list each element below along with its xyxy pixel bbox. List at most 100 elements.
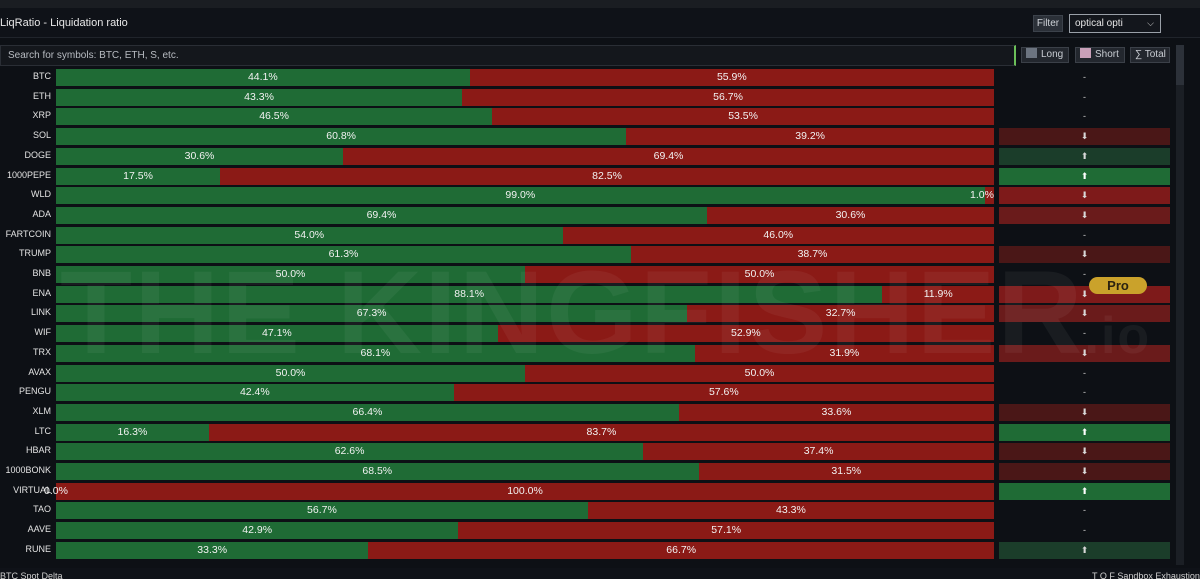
table-row[interactable]: AVAX 50.0% 50.0% -	[0, 364, 1176, 383]
short-segment	[706, 206, 994, 224]
symbol-label: VIRTUAL	[13, 484, 51, 495]
area-chart-icon	[1080, 48, 1091, 58]
short-segment	[882, 285, 994, 303]
table-row[interactable]: PENGU 42.4% 57.6% -	[0, 383, 1176, 402]
ratio-bar: 33.3% 66.7%	[56, 541, 994, 559]
top-strip	[0, 0, 1200, 8]
short-percent-label: 53.5%	[728, 110, 758, 123]
short-percent-label: 1.0%	[970, 189, 994, 202]
long-percent-label: 56.7%	[307, 504, 337, 517]
table-row[interactable]: HBAR 62.6% 37.4% ⬇	[0, 442, 1176, 461]
symbol-label: RUNE	[25, 543, 51, 554]
symbol-label: AVAX	[28, 366, 51, 377]
filter-button[interactable]: Filter	[1033, 15, 1063, 32]
short-segment	[694, 344, 994, 362]
table-row[interactable]: DOGE 30.6% 69.4% ⬆	[0, 147, 1176, 166]
table-row[interactable]: FARTCOIN 54.0% 46.0% -	[0, 226, 1176, 245]
short-percent-label: 66.7%	[666, 543, 697, 556]
arrow-up-icon: ⬆	[999, 423, 1170, 441]
line-chart-icon	[1026, 48, 1037, 58]
short-segment	[368, 541, 994, 559]
short-toggle-label: Short	[1095, 49, 1119, 60]
table-row[interactable]: TRX 68.1% 31.9% ⬇	[0, 344, 1176, 363]
table-row[interactable]: ETH 43.3% 56.7% -	[0, 88, 1176, 107]
long-percent-label: 67.3%	[356, 307, 387, 320]
trend-indicator: -	[1083, 72, 1086, 82]
symbol-label: BNB	[32, 268, 51, 278]
table-row[interactable]: 1000PEPE 17.5% 82.5% ⬆	[0, 167, 1176, 186]
short-percent-label: 43.3%	[776, 504, 806, 517]
table-row[interactable]: ENA 88.1% 11.9% ⬇	[0, 285, 1176, 304]
long-percent-label: 0.0%	[44, 484, 68, 497]
table-row[interactable]: TAO 56.7% 43.3% -	[0, 501, 1176, 520]
long-percent-label: 62.6%	[334, 445, 365, 458]
pro-badge[interactable]: Pro	[1089, 277, 1147, 294]
symbol-label: XLM	[32, 405, 51, 416]
symbol-label: TRUMP	[19, 248, 51, 259]
symbol-label: 1000PEPE	[6, 169, 51, 180]
short-percent-label: 57.6%	[708, 386, 739, 399]
symbol-search-input[interactable]: Search for symbols: BTC, ETH, S, etc.	[0, 45, 1016, 66]
long-toggle[interactable]: Long	[1021, 47, 1069, 63]
long-percent-label: 50.0%	[275, 268, 306, 280]
table-row[interactable]: LTC 16.3% 83.7% ⬆	[0, 423, 1176, 442]
short-toggle[interactable]: Short	[1075, 47, 1125, 63]
symbol-label: FARTCOIN	[5, 228, 51, 239]
panel-header: LiqRatio - Liquidation ratio Filter opti…	[0, 8, 1200, 38]
long-percent-label: 68.1%	[360, 346, 391, 359]
short-segment	[698, 463, 994, 480]
total-toggle-label: ∑ Total	[1135, 49, 1166, 60]
symbol-label: DOGE	[24, 149, 51, 160]
table-row[interactable]: AAVE 42.9% 57.1% -	[0, 521, 1176, 540]
short-percent-label: 55.9%	[716, 71, 747, 83]
long-segment	[56, 384, 454, 402]
trend-indicator: -	[1083, 367, 1086, 378]
long-percent-label: 60.8%	[326, 130, 357, 143]
ratio-bar: 30.6% 69.4%	[56, 147, 994, 165]
display-select[interactable]: optical opti ⌵	[1069, 14, 1161, 33]
long-segment	[56, 88, 463, 106]
long-percent-label: 33.3%	[197, 543, 228, 556]
table-row[interactable]: XRP 46.5% 53.5% -	[0, 107, 1176, 126]
table-row[interactable]: VIRTUAL 0.0% 100.0% ⬆	[0, 482, 1176, 501]
short-segment	[678, 403, 994, 421]
short-percent-label: 11.9%	[923, 287, 953, 300]
long-percent-label: 30.6%	[184, 149, 215, 162]
vertical-scrollbar[interactable]	[1176, 45, 1184, 565]
table-row[interactable]: WLD 99.0% 1.0% ⬇	[0, 186, 1176, 205]
short-percent-label: 100.0%	[507, 484, 543, 497]
table-row[interactable]: TRUMP 61.3% 38.7% ⬇	[0, 245, 1176, 264]
table-row[interactable]: BNB 50.0% 50.0% -	[0, 265, 1176, 284]
symbol-label: BTC	[33, 71, 51, 81]
short-segment	[587, 502, 994, 520]
long-percent-label: 99.0%	[505, 189, 536, 202]
ratio-bar: 0.0% 100.0%	[44, 482, 994, 500]
table-row[interactable]: LINK 67.3% 32.7% ⬇	[0, 304, 1176, 323]
arrow-up-icon: ⬆	[999, 167, 1170, 185]
long-segment	[56, 344, 695, 362]
table-row[interactable]: RUNE 33.3% 66.7% ⬆	[0, 541, 1176, 560]
bottom-right-label: T O F Sandbox Exhaustion	[1092, 571, 1200, 579]
table-row[interactable]: BTC 44.1% 55.9% -	[0, 68, 1176, 87]
short-segment	[626, 128, 994, 146]
short-percent-label: 83.7%	[586, 425, 617, 438]
table-row[interactable]: SOL 60.8% 39.2% ⬇	[0, 127, 1176, 146]
trend-indicator: -	[1083, 387, 1086, 398]
short-percent-label: 32.7%	[825, 307, 856, 320]
short-percent-label: 31.9%	[829, 346, 860, 359]
trend-indicator: -	[1083, 111, 1086, 122]
ratio-bar: 66.4% 33.6%	[56, 403, 994, 421]
long-percent-label: 54.0%	[294, 228, 325, 241]
total-toggle[interactable]: ∑ Total	[1130, 47, 1170, 63]
table-row[interactable]: WIF 47.1% 52.9% -	[0, 324, 1176, 343]
display-select-value: optical opti	[1075, 18, 1123, 29]
short-segment	[525, 266, 994, 283]
ratio-bar: 54.0% 46.0%	[56, 226, 994, 244]
table-row[interactable]: XLM 66.4% 33.6% ⬇	[0, 403, 1176, 422]
trend-indicator: -	[1083, 328, 1086, 339]
long-segment	[56, 226, 563, 244]
short-segment	[643, 443, 994, 461]
scrollbar-thumb[interactable]	[1176, 45, 1184, 85]
table-row[interactable]: ADA 69.4% 30.6% ⬇	[0, 206, 1176, 225]
table-row[interactable]: 1000BONK 68.5% 31.5% ⬇	[0, 462, 1176, 481]
